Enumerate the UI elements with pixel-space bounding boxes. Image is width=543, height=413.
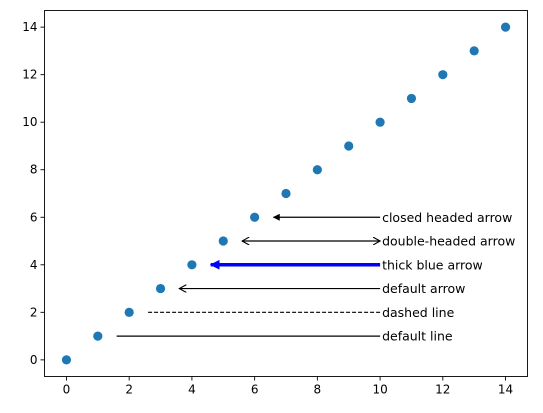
- data-point-0-14: [500, 22, 511, 32]
- data-point-0-12: [438, 70, 448, 80]
- annotation-text-3: default arrow: [382, 281, 465, 296]
- data-point-0-10: [375, 117, 385, 127]
- data-point-0-11: [406, 93, 417, 104]
- data-point-0-3: [155, 283, 166, 294]
- y-tick-label-6: 6: [30, 210, 38, 224]
- x-tick-label-14: 14: [498, 383, 513, 397]
- x-tick-label-8: 8: [314, 383, 322, 397]
- x-tick-label-6: 6: [251, 383, 259, 397]
- y-tick-label-8: 8: [30, 163, 38, 177]
- annotation-text-0: closed headed arrow: [382, 210, 512, 225]
- annotations-layer: closed headed arrow double-headed arrow th…: [116, 210, 515, 344]
- data-point-0-7: [281, 188, 291, 199]
- annotation-text-5: default line: [382, 329, 453, 344]
- x-tick-label-12: 12: [435, 383, 450, 397]
- annotation-text-4: dashed line: [382, 305, 454, 320]
- data-point-0-5: [218, 236, 228, 246]
- y-tick-label-4: 4: [30, 258, 38, 272]
- data-point-0-0: [61, 355, 72, 365]
- y-tick-label-12: 12: [22, 68, 37, 82]
- x-tick-label-0: 0: [63, 383, 71, 397]
- data-point-0-13: [469, 46, 479, 56]
- axes-layer: 0 2 4 6 8 10 12 14 0 2 4 6 8 10 12 14: [22, 10, 528, 397]
- data-points-layer: [61, 22, 511, 365]
- y-tick-label-2: 2: [30, 305, 38, 319]
- x-tick-label-2: 2: [125, 383, 133, 397]
- data-point-0-2: [124, 307, 134, 317]
- x-tick-label-4: 4: [188, 383, 196, 397]
- data-point-0-8: [312, 165, 322, 175]
- annotation-text-2: thick blue arrow: [382, 257, 483, 272]
- x-tick-label-10: 10: [372, 383, 387, 397]
- y-tick-label-0: 0: [30, 353, 38, 367]
- data-point-0-9: [344, 141, 354, 151]
- data-point-0-6: [250, 212, 260, 222]
- annotation-text-1: double-headed arrow: [382, 234, 515, 249]
- y-tick-label-14: 14: [22, 20, 37, 34]
- y-tick-label-10: 10: [22, 115, 37, 129]
- plot-frame: [44, 10, 528, 377]
- data-point-0-1: [93, 331, 103, 341]
- data-point-0-4: [187, 260, 197, 270]
